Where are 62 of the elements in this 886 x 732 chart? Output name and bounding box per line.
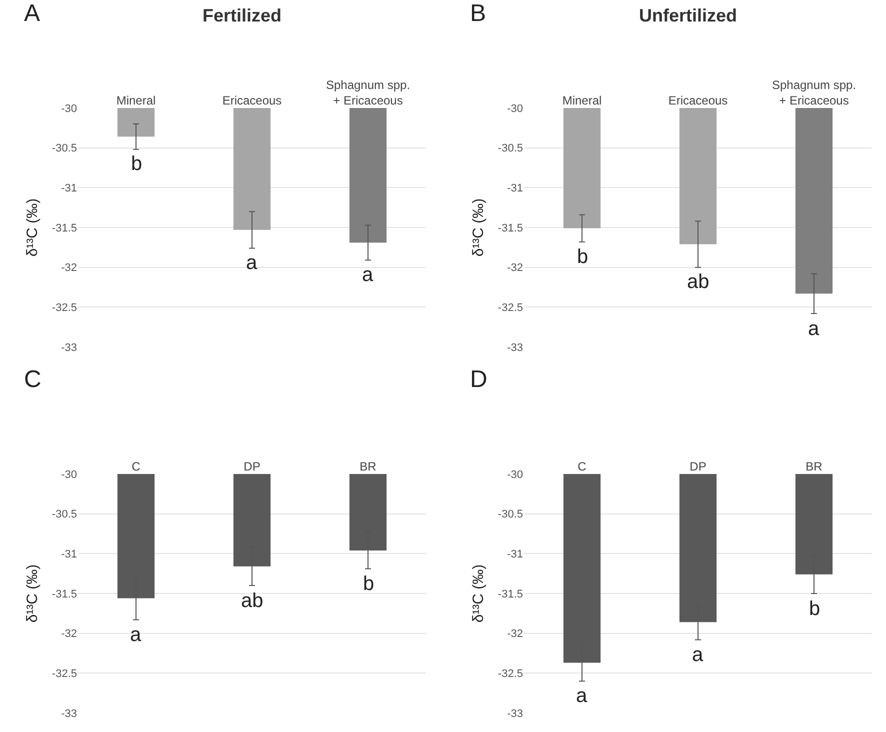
- text: D: [470, 366, 488, 393]
- annotation: a: [576, 685, 588, 707]
- y-tick-label: -31.5: [498, 222, 523, 234]
- y-tick-label: -33: [61, 342, 77, 354]
- y-tick-label: -31: [61, 182, 77, 195]
- y-tick-label: -32: [61, 262, 77, 274]
- y-tick-label: -30.5: [498, 142, 523, 155]
- text: B: [470, 0, 486, 27]
- x-tick-label: Ericaceous: [222, 94, 282, 108]
- annotation: a: [808, 318, 820, 340]
- y-tick-label: -31.5: [52, 222, 77, 234]
- x-tick-label: DP: [244, 460, 260, 474]
- annotation: b: [363, 573, 374, 595]
- x-tick-label: Ericaceous: [668, 94, 728, 108]
- y-tick-label: -33: [61, 708, 77, 720]
- x-tick-label: DP: [690, 460, 706, 474]
- y-tick-label: -33: [507, 342, 523, 354]
- chart-title: Unfertilized: [638, 6, 738, 26]
- y-tick-label: -32.5: [52, 668, 77, 680]
- x-tick-label: Mineral: [116, 94, 156, 108]
- annotation: ab: [687, 271, 710, 293]
- annotation: b: [577, 246, 588, 268]
- y-tick-label: -31.5: [498, 588, 523, 600]
- annotation: a: [692, 644, 704, 666]
- annotation: ab: [241, 590, 264, 612]
- y-tick-label: -32.5: [498, 668, 523, 680]
- y-tick-label: -32: [507, 262, 523, 274]
- chart-title: Fertilized: [202, 6, 282, 26]
- x-tick-label: Mineral: [562, 94, 602, 108]
- y-tick-label: -30: [61, 102, 77, 115]
- y-tick-label: -30: [61, 468, 77, 481]
- annotation: a: [130, 624, 142, 646]
- y-tick-label: -30.5: [498, 508, 523, 521]
- y-tick-label: -30: [507, 468, 523, 481]
- y-axis-title: δ¹³C (‰): [24, 564, 42, 623]
- y-tick-label: -31: [61, 548, 77, 561]
- text: A: [24, 0, 40, 27]
- y-tick-label: -30.5: [52, 142, 77, 155]
- y-tick-label: -32: [507, 628, 523, 640]
- text: C: [24, 366, 42, 393]
- x-tick-label: C: [132, 460, 141, 474]
- y-tick-label: -30: [507, 102, 523, 115]
- y-tick-label: -31: [507, 182, 523, 195]
- y-tick-label: -32.5: [498, 302, 523, 314]
- x-tick-label: Sphagnum spp. + Ericaceous: [326, 78, 410, 108]
- y-tick-label: -30.5: [52, 508, 77, 521]
- x-tick-label: C: [578, 460, 587, 474]
- x-tick-label: BR: [806, 460, 823, 474]
- annotation: b: [809, 598, 820, 620]
- y-tick-label: -31: [507, 548, 523, 561]
- y-axis-title: δ¹³C (‰): [24, 198, 42, 257]
- y-tick-label: -31.5: [52, 588, 77, 600]
- y-tick-label: -32: [61, 628, 77, 640]
- y-axis-title: δ¹³C (‰): [470, 564, 488, 623]
- annotation: a: [362, 264, 374, 286]
- y-tick-label: -33: [507, 708, 523, 720]
- annotation: a: [246, 252, 258, 274]
- annotation: b: [131, 153, 142, 175]
- y-axis-title: δ¹³C (‰): [470, 198, 488, 257]
- x-tick-label: BR: [360, 460, 377, 474]
- x-tick-label: Sphagnum spp. + Ericaceous: [772, 78, 856, 108]
- y-tick-label: -32.5: [52, 302, 77, 314]
